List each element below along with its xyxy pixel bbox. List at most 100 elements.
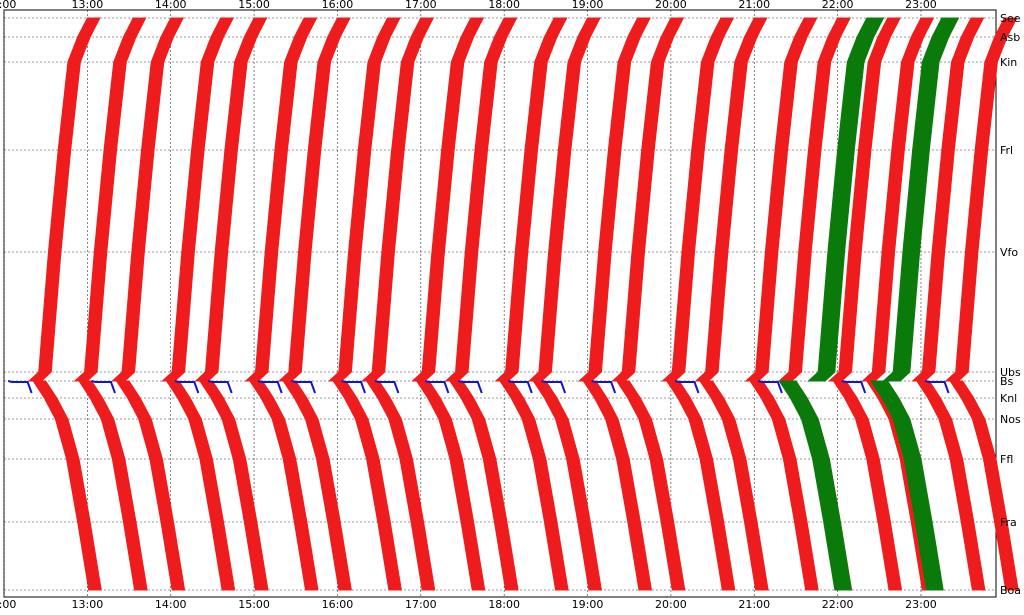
- hour-label-bottom: 14:00: [155, 598, 187, 611]
- red-service-up: [777, 17, 851, 382]
- red-service-down: [615, 380, 686, 591]
- red-service-up: [611, 17, 685, 382]
- red-service-up: [577, 17, 651, 382]
- blue-shunt-move: [841, 380, 867, 394]
- red-service-up: [744, 17, 818, 382]
- hour-label-top: 19:00: [572, 0, 604, 11]
- station-label: Ffl: [1000, 453, 1013, 466]
- red-service-down: [198, 380, 269, 591]
- hour-label-bottom: 20:00: [655, 598, 687, 611]
- red-service-down: [115, 380, 186, 591]
- station-label: Fra: [1000, 516, 1017, 529]
- hour-label-top: 21:00: [738, 0, 770, 11]
- red-service-down: [915, 380, 986, 591]
- blue-shunt-move: [924, 380, 950, 394]
- series-layer: [7, 17, 1019, 591]
- blue-shunt-move: [258, 380, 283, 394]
- red-service-up: [411, 17, 485, 382]
- red-service-down: [78, 380, 148, 591]
- hour-label-bottom: 19:00: [572, 598, 604, 611]
- hour-label-top: 22:00: [822, 0, 854, 11]
- blue-shunt-move: [207, 380, 233, 394]
- hour-label-bottom: 23:00: [905, 598, 937, 611]
- red-service-up: [244, 17, 318, 382]
- red-service-up: [944, 17, 1018, 382]
- red-service-up: [73, 17, 147, 382]
- green-service-down: [778, 380, 853, 591]
- station-label: Boa: [1000, 584, 1021, 597]
- blue-shunt-move: [341, 380, 367, 394]
- hour-label-bottom: 13:00: [72, 598, 104, 611]
- red-service-down: [332, 380, 402, 591]
- hour-label-top: 15:00: [238, 0, 270, 11]
- red-service-up: [277, 17, 351, 382]
- blue-shunt-move: [91, 380, 116, 394]
- red-service-down: [699, 380, 769, 591]
- hour-label-top: 20:00: [655, 0, 687, 11]
- red-service-down: [449, 380, 519, 591]
- red-service-up: [911, 17, 985, 382]
- hour-label-top: 14:00: [155, 0, 187, 11]
- red-service-up: [694, 17, 768, 382]
- station-label: Frl: [1000, 144, 1013, 157]
- blue-shunt-move: [674, 380, 700, 394]
- hour-label-bottom: 22:00: [822, 598, 854, 611]
- red-service-down: [248, 380, 319, 591]
- red-service-down: [365, 380, 436, 591]
- red-service-down: [415, 380, 486, 591]
- hour-label-bottom: 16:00: [322, 598, 354, 611]
- red-service-down: [749, 380, 819, 591]
- green-service-down: [870, 380, 944, 591]
- blue-shunt-move: [424, 380, 450, 394]
- hour-label-top: 16:00: [322, 0, 354, 11]
- hour-label-top: 2:00: [0, 0, 16, 11]
- red-service-up: [861, 17, 935, 382]
- hour-label-top: 17:00: [405, 0, 437, 11]
- hour-label-top: 18:00: [488, 0, 520, 11]
- red-service-up: [828, 17, 901, 382]
- red-service-up: [527, 17, 601, 382]
- hour-label-bottom: 17:00: [405, 598, 437, 611]
- green-service-up: [807, 17, 885, 382]
- hour-label-bottom: 18:00: [488, 598, 520, 611]
- blue-shunt-move: [458, 380, 483, 394]
- station-label: Asb: [1000, 31, 1020, 44]
- green-service-up: [882, 17, 960, 382]
- red-service-up: [361, 17, 435, 382]
- blue-shunt-move: [508, 380, 533, 394]
- station-label: Bs: [1000, 375, 1014, 388]
- red-service-down: [165, 380, 236, 591]
- red-service-up: [327, 17, 401, 382]
- red-service-down: [949, 380, 1019, 591]
- blue-shunt-move: [541, 380, 567, 394]
- red-service-down: [499, 380, 569, 591]
- red-service-down: [532, 380, 603, 591]
- station-label: Nos: [1000, 413, 1021, 426]
- blue-shunt-move: [291, 380, 316, 394]
- station-label: Ubs: [1000, 366, 1021, 379]
- station-label: Kin: [1000, 56, 1017, 69]
- blue-shunt-move: [174, 380, 200, 394]
- station-label: Vfo: [1000, 246, 1018, 259]
- red-service-up: [111, 17, 185, 382]
- red-service-up: [444, 17, 518, 382]
- station-label: See: [1000, 12, 1021, 25]
- red-service-up: [27, 17, 101, 382]
- red-service-down: [582, 380, 653, 591]
- red-service-down: [665, 380, 736, 591]
- red-service-down: [32, 380, 102, 591]
- red-service-up: [494, 17, 568, 382]
- station-label: Knl: [1000, 392, 1017, 405]
- red-service-up: [661, 17, 735, 382]
- red-service-down: [282, 380, 352, 591]
- hour-label-top: 13:00: [72, 0, 104, 11]
- red-service-up: [161, 17, 235, 382]
- hour-label-bottom: 2:00: [0, 598, 16, 611]
- hour-label-bottom: 15:00: [238, 598, 270, 611]
- hour-label-top: 23:00: [905, 0, 937, 11]
- red-service-up: [194, 17, 268, 382]
- blue-shunt-move: [591, 380, 617, 394]
